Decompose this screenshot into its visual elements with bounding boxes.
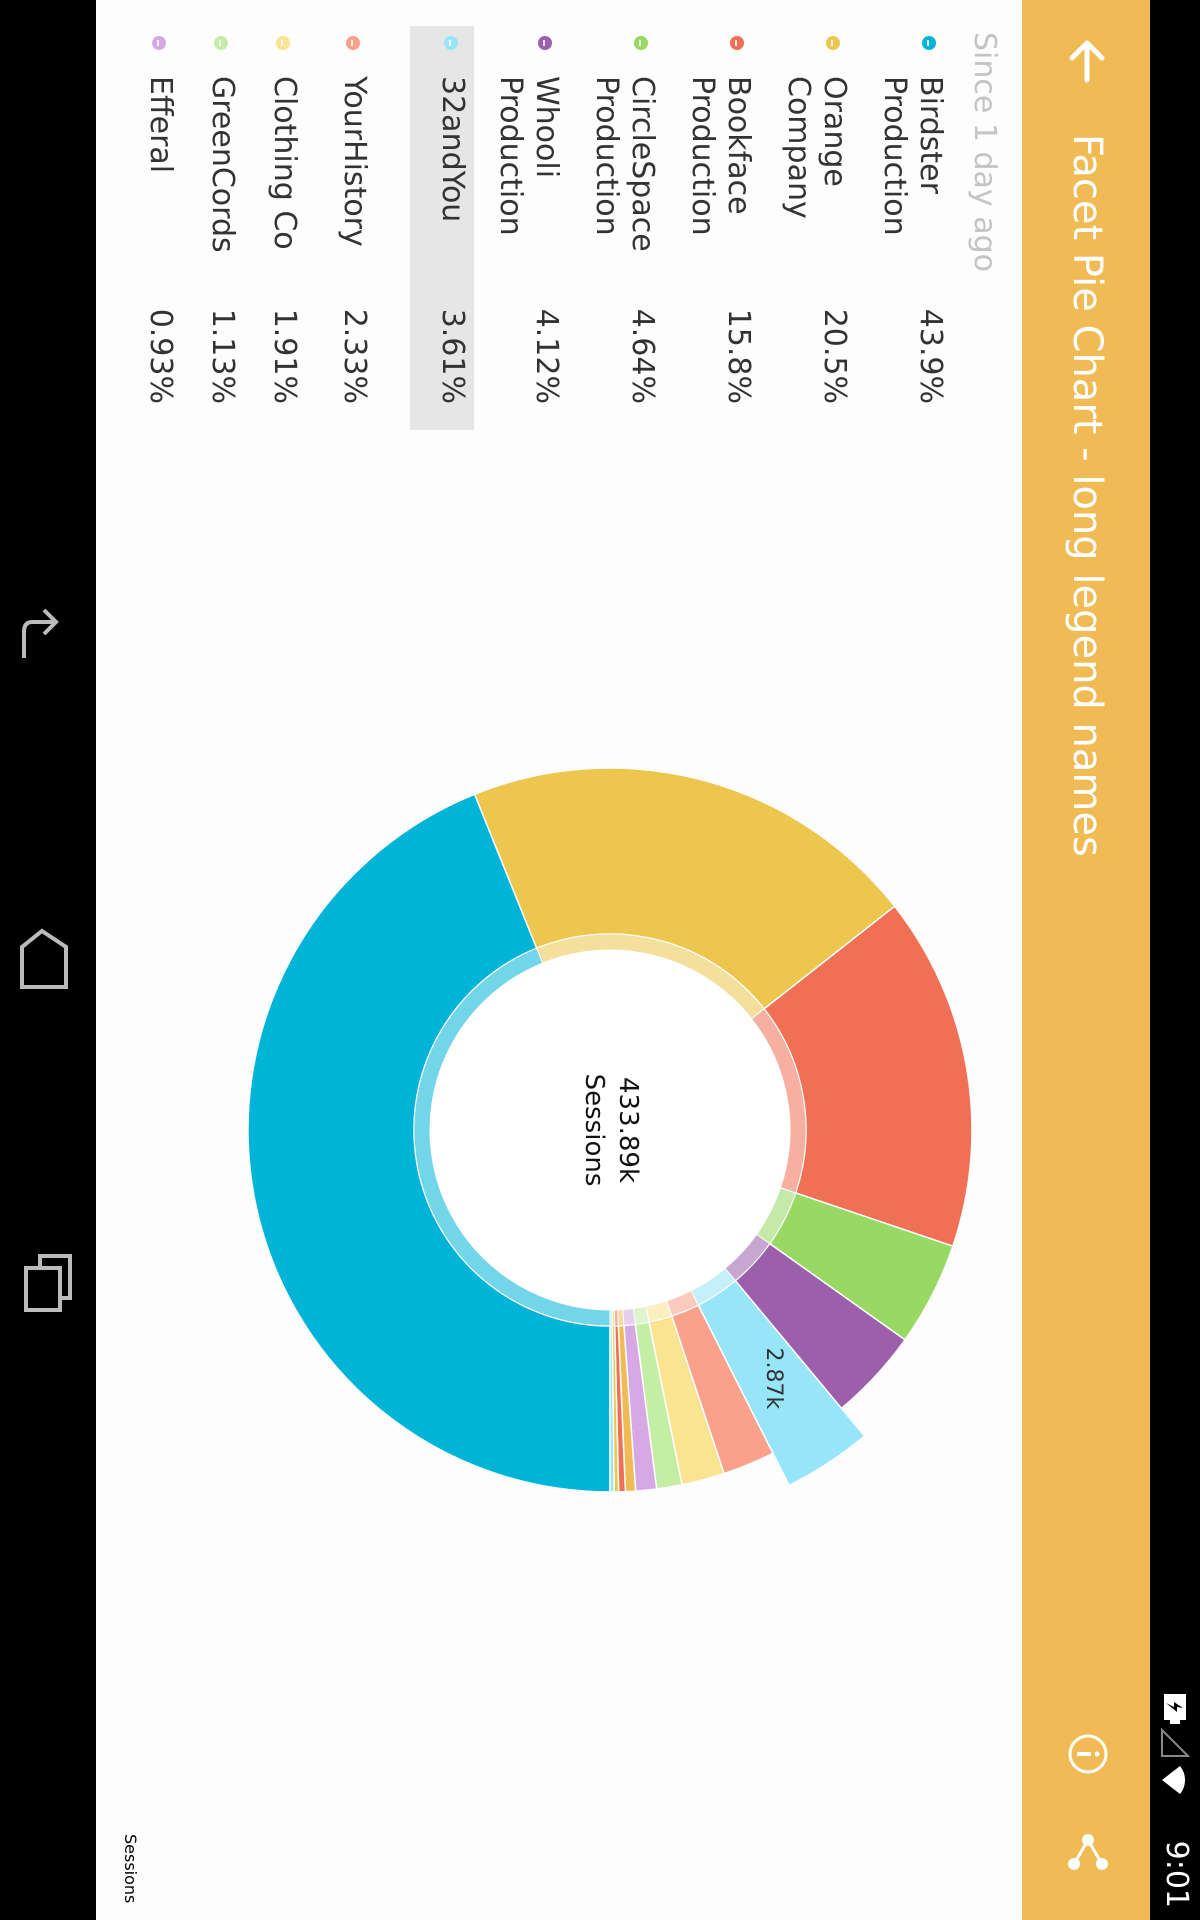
battery-icon [1164, 1694, 1186, 1724]
donut-hole [430, 950, 790, 1310]
legend-label: YourHistory [337, 76, 372, 247]
info-icon[interactable] [1066, 1732, 1110, 1776]
legend-item[interactable]: Orange Company 20.5% [768, 26, 856, 430]
legend-value: 2.33% [337, 308, 372, 404]
legend-item[interactable]: Whooli Production 4.12% [480, 26, 568, 430]
legend-value: 20.5% [817, 308, 852, 404]
time-range-label: Since 1 day ago [967, 32, 1002, 272]
legend-value: 43.9% [913, 308, 948, 404]
legend-item[interactable]: Bookface Production 15.8% [672, 26, 760, 430]
legend-label: Clothing Co [267, 76, 302, 250]
recent-apps-icon[interactable] [16, 1250, 76, 1320]
pie-slice-inner-ring [622, 1307, 636, 1327]
legend-color-icon [730, 36, 744, 50]
legend-label: Orange Company [781, 76, 852, 219]
legend-item[interactable]: Birdster Production 43.9% [864, 26, 952, 430]
legend-item[interactable]: Clothing Co 1.91% [250, 26, 306, 430]
legend-value: 4.64% [625, 308, 660, 404]
slice-value-label: 2.87k [761, 1348, 786, 1410]
legend-value: 1.13% [205, 308, 240, 404]
legend-color-icon [922, 36, 936, 50]
legend-value: 1.91% [267, 308, 302, 404]
legend-color-icon [346, 36, 360, 50]
pie-slice-inner-ring [632, 1305, 650, 1325]
legend-color-icon [538, 36, 552, 50]
footer-sessions-label: Sessions [121, 1834, 140, 1904]
legend-item[interactable]: Efferal 0.93% [126, 26, 182, 430]
clock: 9:01 [1159, 1840, 1194, 1908]
home-icon[interactable] [16, 925, 76, 995]
legend-label: 32andYou [435, 76, 470, 223]
navigation-bar [0, 0, 96, 1920]
legend-item[interactable]: 32andYou 3.61% [410, 26, 474, 430]
center-label: Sessions [579, 1074, 609, 1187]
legend-label: Birdster Production [877, 76, 948, 236]
page-title: Facet Pie Chart - long legend names [1064, 134, 1110, 857]
status-bar: 9:01 [1150, 0, 1200, 1920]
legend-item[interactable]: CircleSpace Production 4.64% [576, 26, 664, 430]
legend-color-icon [276, 36, 290, 50]
legend-color-icon [444, 36, 458, 50]
legend-value: 0.93% [143, 308, 178, 404]
legend-label: Whooli Production [493, 76, 564, 236]
center-total-value: 433.89k [613, 1077, 643, 1183]
legend-value: 15.8% [721, 308, 756, 404]
legend-color-icon [214, 36, 228, 50]
back-icon[interactable] [16, 600, 76, 670]
legend-value: 4.12% [529, 308, 564, 404]
legend-color-icon [826, 36, 840, 50]
wifi-icon [1162, 1766, 1186, 1794]
legend-color-icon [152, 36, 166, 50]
legend-item[interactable]: YourHistory 2.33% [320, 26, 376, 430]
status-icons [1161, 1694, 1191, 1794]
legend-value: 3.61% [435, 308, 470, 404]
legend-label: Efferal [143, 76, 178, 174]
legend-item[interactable]: GreenCords 1.13% [188, 26, 244, 430]
legend-label: Bookface Production [685, 76, 756, 236]
legend-label: GreenCords [205, 76, 240, 253]
share-icon[interactable] [1066, 1830, 1110, 1874]
pie-slice-inner-ring [609, 1309, 613, 1327]
legend-label: CircleSpace Production [589, 76, 660, 252]
back-arrow-icon[interactable] [1062, 36, 1112, 86]
legend-color-icon [634, 36, 648, 50]
app-bar: Facet Pie Chart - long legend names [1022, 0, 1150, 1920]
signal-icon [1161, 1727, 1191, 1757]
